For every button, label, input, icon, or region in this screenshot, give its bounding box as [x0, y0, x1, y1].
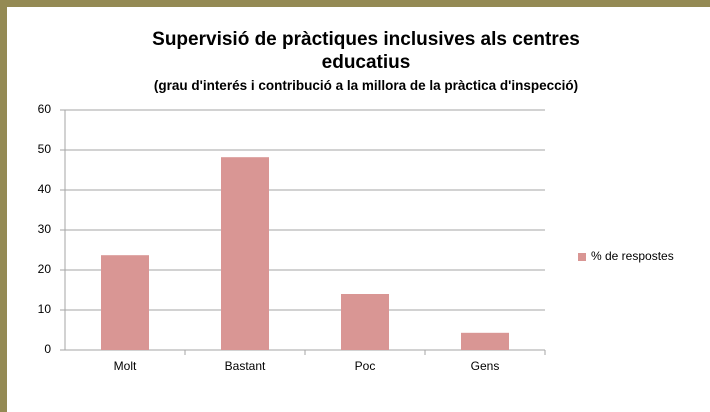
- bar: [101, 255, 149, 350]
- legend-swatch: [578, 253, 586, 261]
- y-tick-label: 10: [38, 302, 52, 316]
- frame: [0, 0, 7, 412]
- chart-title: Supervisió de pràctiques inclusives als …: [152, 29, 580, 73]
- x-tick-label: Bastant: [225, 359, 266, 373]
- legend-label: % de respostes: [591, 249, 674, 263]
- y-tick-label: 0: [44, 342, 51, 356]
- chart-subtitle: (grau d'interés i contribució a la millo…: [153, 78, 579, 93]
- y-tick-label: 60: [38, 102, 52, 116]
- y-tick-label: 40: [38, 182, 52, 196]
- bar: [221, 157, 269, 350]
- frame: [0, 0, 710, 7]
- bar: [341, 294, 389, 350]
- y-tick-label: 30: [38, 222, 52, 236]
- y-tick-label: 20: [38, 262, 52, 276]
- x-tick-label: Poc: [355, 359, 376, 373]
- bar: [461, 332, 509, 350]
- x-tick-label: Molt: [114, 359, 137, 373]
- y-tick-label: 50: [38, 142, 52, 156]
- x-tick-label: Gens: [471, 359, 500, 373]
